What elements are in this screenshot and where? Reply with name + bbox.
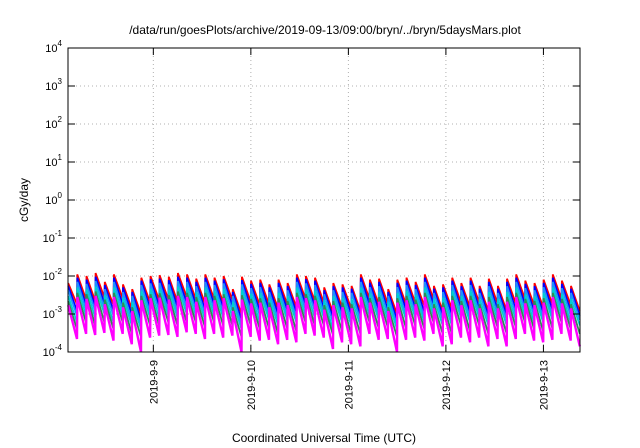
y-tick-label: 10-1 — [43, 229, 63, 245]
y-tick-label: 103 — [45, 77, 62, 93]
y-tick-label: 104 — [45, 39, 62, 55]
y-tick-label: 102 — [45, 115, 62, 131]
x-tick-label: 2019-9-9 — [148, 360, 160, 404]
series-line — [67, 295, 581, 353]
x-axis: 2019-9-9 2019-9-10 2019-9-11 2019-9-12 2019-… — [148, 48, 550, 410]
y-tick-label: 10-4 — [43, 343, 63, 359]
y-tick-label: 10-3 — [43, 305, 63, 321]
series-group — [67, 272, 581, 353]
x-tick-label: 2019-9-12 — [441, 360, 453, 410]
y-axis: 10-4 10-3 10-2 10-1 100 101 102 103 104 — [43, 39, 580, 359]
x-tick-label: 2019-9-13 — [538, 360, 550, 410]
y-tick-label: 100 — [45, 191, 62, 207]
x-tick-label: 2019-9-11 — [343, 360, 355, 409]
y-axis-label: cGy/day — [17, 178, 31, 222]
x-tick-label: 2019-9-10 — [246, 360, 258, 410]
x-axis-label: Coordinated Universal Time (UTC) — [232, 431, 416, 445]
y-tick-label: 101 — [45, 153, 62, 169]
y-tick-label: 10-2 — [43, 267, 63, 283]
chart-title: /data/run/goesPlots/archive/2019-09-13/0… — [129, 23, 521, 37]
